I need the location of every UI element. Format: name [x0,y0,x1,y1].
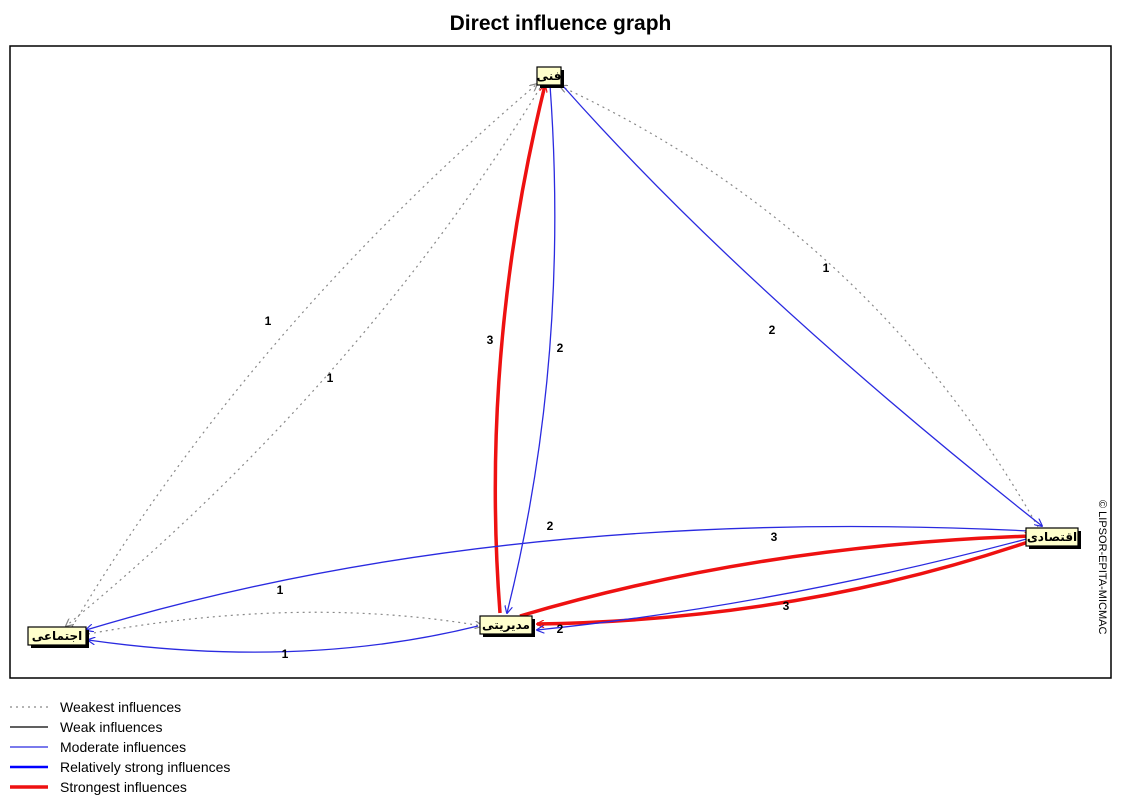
edge-value-label: 2 [769,323,776,337]
legend-label: Strongest influences [60,779,187,795]
node-label: اجتماعی [32,629,83,643]
legend-item-weakest: Weakest influences [10,697,230,717]
edge-fanni-to-modiriati [507,84,556,613]
edges-layer [66,84,1042,653]
node-modiriati: مدیریتی [479,615,535,637]
node-box [536,66,562,86]
edge-eqtesadi-to-ejtemai [86,525,1031,630]
legend-line-swatch [10,785,48,789]
edge-value-label: 2 [557,341,564,355]
node-eqtesadi: اقتصادی [1025,527,1081,549]
legend-line-swatch [10,726,48,728]
edge-value-label: 1 [265,314,272,328]
edge-modiriati-to-ejtemai [88,625,479,653]
edge-value-label: 1 [823,261,830,275]
node-box [1025,527,1079,547]
edge-value-label: 3 [771,530,778,544]
edge-value-label: 1 [282,647,289,661]
edge-value-label: 2 [547,519,554,533]
edge-eqtesadi-to-modiriati [537,536,1035,630]
legend-item-relatively-strong: Relatively strong influences [10,757,230,777]
node-label: مدیریتی [482,618,530,632]
copyright-text: © LIPSOR-EPITA-MICMAC [1096,500,1108,635]
graph-title: Direct influence graph [449,12,672,35]
legend-item-weak: Weak influences [10,717,230,737]
edge-ejtemai-to-fanni [71,84,537,628]
node-fanni: فنی [536,66,564,88]
legend-label: Moderate influences [60,739,187,755]
legend-line-swatch [10,706,48,708]
nodes-layer: فنی اقتصادی اجتماعی مدیریتی [27,66,1081,648]
edge-fanni-to-eqtesadi [562,85,1042,526]
node-label: فنی [537,69,562,83]
edge-modiriati-to-fanni [493,85,545,614]
legend: Weakest influences Weak influences Moderat… [10,697,230,797]
edge-labels-layer: 1 1 1 2 3 2 2 1 1 3 3 2 [265,261,830,661]
edge-value-label: 2 [557,622,564,636]
graph-frame [9,45,1112,679]
node-label: اقتصادی [1027,530,1077,544]
legend-label: Weakest influences [60,699,182,715]
edge-value-label: 3 [783,599,790,613]
edge-eqtesadi-to-fanni [560,86,1039,528]
legend-line-swatch [10,765,48,769]
legend-item-moderate: Moderate influences [10,737,230,757]
node-ejtemai: اجتماعی [27,626,89,648]
legend-item-strongest: Strongest influences [10,777,230,797]
legend-label: Relatively strong influences [60,759,231,775]
edge-modiriati-to-eqtesadi [519,536,1032,618]
edge-value-label: 1 [277,583,284,597]
edge-fanni-to-ejtemai [66,87,541,626]
legend-line-swatch [10,746,48,748]
edge-value-label: 3 [487,333,494,347]
node-box [479,615,533,635]
edge-ejtemai-to-modiriati [87,611,482,635]
node-box [27,626,87,646]
legend-label: Weak influences [60,719,163,735]
edge-value-label: 1 [327,371,334,385]
